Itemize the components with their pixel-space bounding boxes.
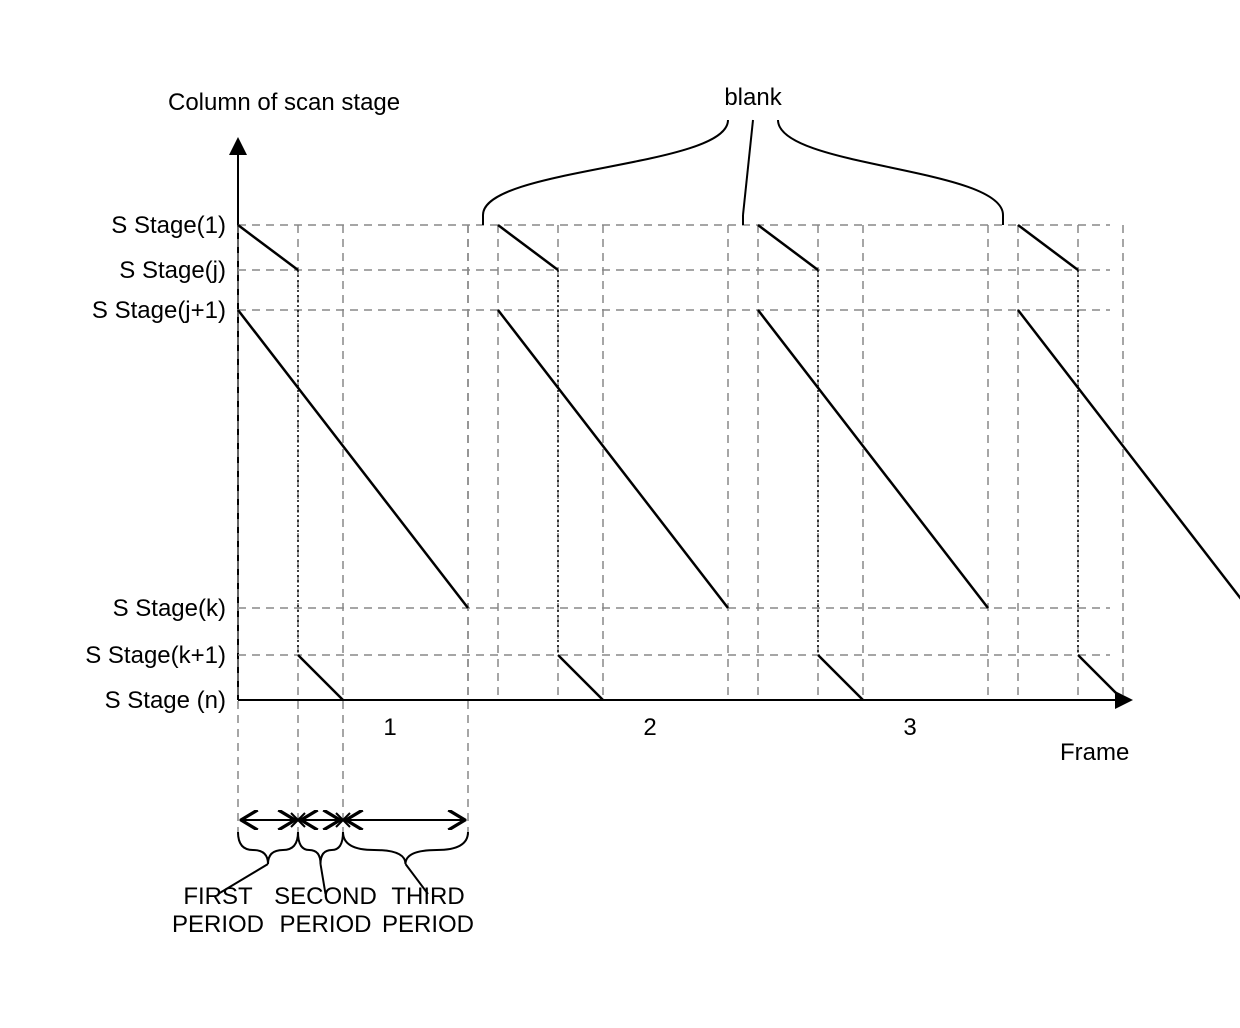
scan-segment-top [758, 225, 818, 270]
scan-segment-mid [758, 310, 988, 608]
dotted-connectors [298, 270, 1078, 655]
scan-segment-mid [498, 310, 728, 608]
scan-segment-bottom [1078, 655, 1123, 700]
blank-label: blank [724, 84, 782, 111]
scan-segment-bottom [818, 655, 863, 700]
blank-brace-right [778, 120, 1003, 215]
frame-tick-label: 1 [383, 714, 396, 741]
y-level-label: S Stage(j) [119, 257, 226, 284]
scan-segment-top [1018, 225, 1078, 270]
frame-tick-labels: 1 2 3 [383, 714, 916, 741]
x-axis-label: Frame [1060, 739, 1129, 766]
period-label: FIRST [183, 883, 253, 910]
scan-segment-mid [238, 310, 468, 608]
frame-tick-label: 3 [903, 714, 916, 741]
y-level-lines [238, 225, 1110, 655]
period-label: THIRD [391, 883, 464, 910]
y-level-label: S Stage(1) [111, 212, 226, 239]
scan-segment-bottom [558, 655, 603, 700]
period-label: PERIOD [279, 911, 371, 938]
y-level-labels: S Stage(1) S Stage(j) S Stage(j+1) S Stage(… [85, 212, 226, 714]
axes: Column of scan stage Frame [168, 89, 1130, 766]
blank-annotation: blank [483, 84, 1003, 225]
scan-segment-top [498, 225, 558, 270]
y-level-label: S Stage(k+1) [85, 642, 226, 669]
scan-segments [238, 225, 1240, 700]
period-label: SECOND [274, 883, 377, 910]
period-label: PERIOD [172, 911, 264, 938]
y-level-label: S Stage(j+1) [92, 297, 226, 324]
blank-brace-left [483, 120, 728, 215]
y-axis-label: Column of scan stage [168, 89, 400, 116]
period-indicators: FIRSTPERIODSECONDPERIODTHIRDPERIOD [172, 813, 474, 938]
y-level-label: S Stage (n) [105, 687, 226, 714]
scan-segment-top [238, 225, 298, 270]
period-label: PERIOD [382, 911, 474, 938]
timing-diagram-figure: Column of scan stage Frame S Stage(1)S S… [0, 0, 1240, 1028]
scan-segment-bottom [298, 655, 343, 700]
scan-segment-mid [1018, 310, 1240, 608]
frame-tick-label: 2 [643, 714, 656, 741]
y-level-label: S Stage(k) [113, 595, 226, 622]
